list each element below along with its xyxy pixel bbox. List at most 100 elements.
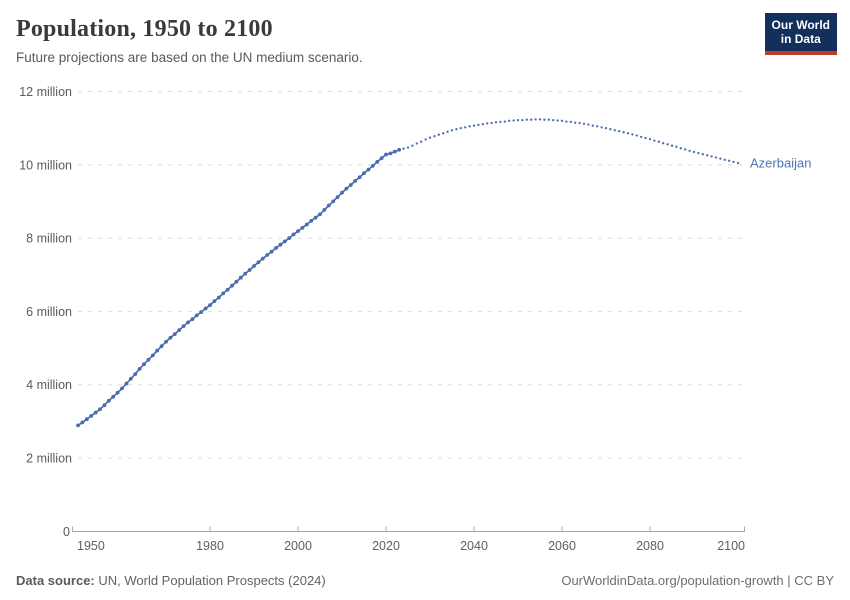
owid-logo-line1: Our World xyxy=(771,18,830,32)
owid-logo-line2: in Data xyxy=(780,32,821,47)
series-point-projected[interactable] xyxy=(648,137,652,141)
series-point-projected[interactable] xyxy=(472,124,476,127)
series-point-projected[interactable] xyxy=(459,126,462,130)
series-point-projected[interactable] xyxy=(684,148,687,151)
series-point-projected[interactable] xyxy=(534,118,537,121)
series-point-projected[interactable] xyxy=(670,144,674,147)
series-point-projected[interactable] xyxy=(420,140,423,143)
series-point-projected[interactable] xyxy=(640,135,643,139)
series-point-projected[interactable] xyxy=(556,119,559,122)
data-source-note: Data source: UN, World Population Prospe… xyxy=(16,573,326,588)
series-point-projected[interactable] xyxy=(613,129,616,132)
series-point-projected[interactable] xyxy=(411,144,414,147)
series-point-projected[interactable] xyxy=(644,136,647,140)
series-point-projected[interactable] xyxy=(631,133,634,136)
series-point-projected[interactable] xyxy=(433,135,436,138)
x-axis-tick-label: 2080 xyxy=(636,539,664,553)
series-point-projected[interactable] xyxy=(587,123,590,126)
series-label-azerbaijan[interactable]: Azerbaijan xyxy=(750,156,811,171)
series-point-projected[interactable] xyxy=(604,126,608,130)
chart-header: Population, 1950 to 2100 Future projecti… xyxy=(16,13,837,67)
x-axis-tick-label: 2020 xyxy=(372,539,400,553)
series-point-projected[interactable] xyxy=(582,122,586,125)
series-point-projected[interactable] xyxy=(574,121,577,124)
series-point-projected[interactable] xyxy=(657,140,660,143)
series-point-projected[interactable] xyxy=(442,132,445,135)
series-point-projected[interactable] xyxy=(424,138,427,141)
license-link[interactable]: OurWorldinData.org/population-growth | C… xyxy=(561,573,834,588)
x-axis-tick-label: 2060 xyxy=(548,539,576,553)
series-point-projected[interactable] xyxy=(732,160,735,164)
series-point-projected[interactable] xyxy=(635,134,638,137)
series-point-projected[interactable] xyxy=(653,139,656,142)
series-point-projected[interactable] xyxy=(446,130,449,133)
owid-logo[interactable]: Our World in Data xyxy=(764,13,837,55)
series-point-projected[interactable] xyxy=(415,142,418,145)
series-point-projected[interactable] xyxy=(565,120,568,123)
series-point-projected[interactable] xyxy=(736,161,740,165)
y-axis-tick-label: 4 million xyxy=(26,378,72,392)
series-point-projected[interactable] xyxy=(538,118,542,121)
y-axis-tick-label: 8 million xyxy=(26,232,72,246)
x-axis-tick-label: 2000 xyxy=(284,539,312,553)
series-point-projected[interactable] xyxy=(701,153,704,156)
series-point-projected[interactable] xyxy=(516,118,520,122)
series-point-projected[interactable] xyxy=(578,121,581,125)
series-point-projected[interactable] xyxy=(406,146,410,149)
series-point-projected[interactable] xyxy=(719,157,722,160)
series-point-projected[interactable] xyxy=(666,143,669,146)
series-point-projected[interactable] xyxy=(706,154,709,157)
series-point-projected[interactable] xyxy=(591,124,594,127)
series-point-projected[interactable] xyxy=(609,128,612,131)
series-point-projected[interactable] xyxy=(468,125,471,128)
series-point-projected[interactable] xyxy=(428,136,432,139)
series-point-projected[interactable] xyxy=(508,119,511,122)
chart-footer: Data source: UN, World Population Prospe… xyxy=(16,573,834,588)
series-point-projected[interactable] xyxy=(552,118,555,122)
data-source-text: UN, World Population Prospects (2024) xyxy=(94,573,326,588)
series-point-projected[interactable] xyxy=(626,132,630,135)
series-point-projected[interactable] xyxy=(692,150,696,154)
series-point-projected[interactable] xyxy=(464,126,467,129)
series-point-projected[interactable] xyxy=(675,145,678,148)
series-point-projected[interactable] xyxy=(530,118,533,121)
series-point-projected[interactable] xyxy=(662,142,665,145)
series-point-projected[interactable] xyxy=(521,118,524,122)
y-axis-zero-label: 0 xyxy=(63,525,70,539)
series-point-projected[interactable] xyxy=(723,158,726,161)
series-point-projected[interactable] xyxy=(569,120,572,124)
series-point-projected[interactable] xyxy=(728,159,731,162)
series-point-projected[interactable] xyxy=(450,129,454,132)
series-point-projected[interactable] xyxy=(499,120,502,124)
series-point-projected[interactable] xyxy=(402,147,405,150)
series-point-projected[interactable] xyxy=(714,156,718,159)
series-point-projected[interactable] xyxy=(688,149,691,153)
series-point-projected[interactable] xyxy=(543,118,546,121)
series-point-projected[interactable] xyxy=(697,151,700,155)
x-axis-tick-label: 2100 xyxy=(717,539,745,553)
series-point-projected[interactable] xyxy=(481,122,484,126)
series-point-projected[interactable] xyxy=(503,120,506,123)
series-point-projected[interactable] xyxy=(710,155,713,158)
page-title: Population, 1950 to 2100 xyxy=(16,16,273,42)
series-point-projected[interactable] xyxy=(679,147,682,150)
title-block: Population, 1950 to 2100 Future projecti… xyxy=(16,13,363,67)
series-point-projected[interactable] xyxy=(547,118,550,121)
series-point-projected[interactable] xyxy=(600,126,603,129)
series-point-projected[interactable] xyxy=(494,121,498,124)
series-point-projected[interactable] xyxy=(490,121,493,125)
series-point-projected[interactable] xyxy=(560,119,564,122)
y-axis-tick-label: 6 million xyxy=(26,305,72,319)
series-point-projected[interactable] xyxy=(525,118,528,121)
series-point-projected[interactable] xyxy=(622,131,625,134)
series-line-historical[interactable] xyxy=(77,148,401,427)
series-point-projected[interactable] xyxy=(437,133,440,136)
series-point-projected[interactable] xyxy=(455,128,458,131)
series-point-projected[interactable] xyxy=(618,129,621,133)
series-point-projected[interactable] xyxy=(486,122,489,125)
series-point-projected[interactable] xyxy=(512,119,515,122)
series-point-projected[interactable] xyxy=(477,123,480,127)
series-point-projected[interactable] xyxy=(596,125,599,128)
